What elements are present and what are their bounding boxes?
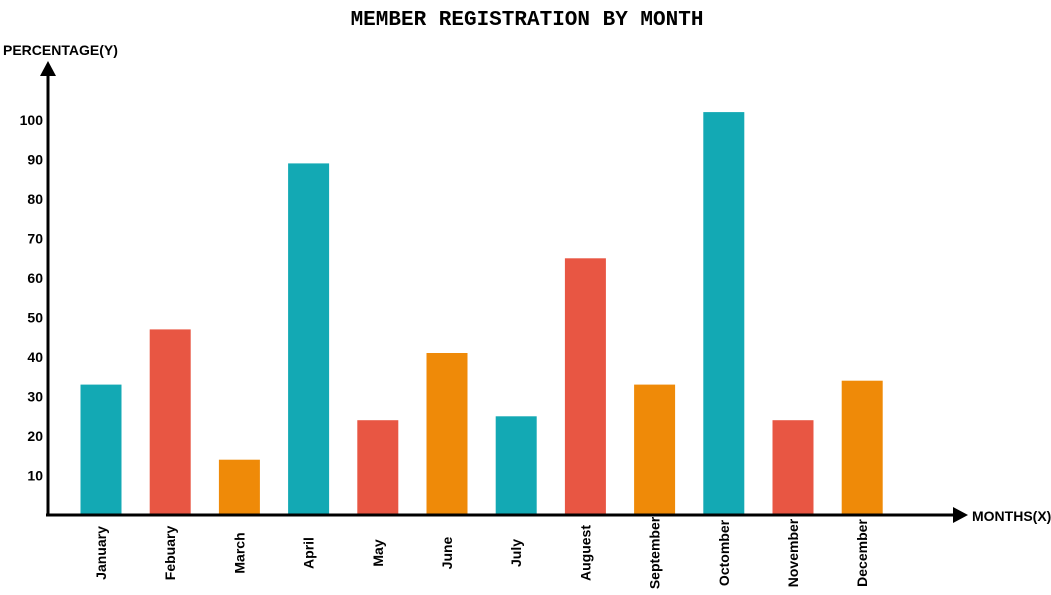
y-tick-label-50: 50 (27, 310, 43, 326)
category-label-december: December (854, 519, 870, 587)
category-label-november: November (785, 518, 801, 587)
y-tick-labels: 10 20 30 40 50 60 70 80 90 100 (20, 112, 44, 484)
bar-april (288, 163, 330, 515)
bar-january (80, 384, 122, 515)
category-label-july: July (508, 539, 524, 567)
bar-december (841, 380, 883, 515)
bar-july (495, 416, 537, 516)
y-tick-label-100: 100 (20, 112, 44, 128)
category-labels: January Febuary March April May June July Augue… (93, 516, 870, 589)
y-tick-label-40: 40 (27, 349, 43, 365)
bar-octomber (703, 112, 745, 515)
y-axis-arrow-icon (40, 61, 56, 76)
y-tick-label-30: 30 (27, 389, 43, 405)
y-tick-label-80: 80 (27, 191, 43, 207)
y-tick-label-10: 10 (27, 468, 43, 484)
category-label-march: March (231, 532, 247, 573)
y-tick-label-20: 20 (27, 428, 43, 444)
axes (40, 61, 968, 523)
category-label-febuary: Febuary (162, 526, 178, 581)
category-label-octomber: Octomber (716, 519, 732, 586)
y-tick-label-70: 70 (27, 231, 43, 247)
x-axis-arrow-icon (953, 507, 968, 523)
y-tick-label-90: 90 (27, 152, 43, 168)
category-label-may: May (370, 539, 386, 566)
bar-september (634, 384, 676, 515)
y-axis-label: PERCENTAGE(Y) (3, 42, 118, 58)
bar-may (357, 420, 399, 515)
bar-march (218, 459, 260, 515)
bar-febuary (149, 329, 191, 516)
category-label-auguest: Auguest (577, 525, 593, 581)
bars-group (80, 112, 883, 516)
bar-november (772, 420, 814, 515)
bar-june (426, 353, 468, 515)
y-tick-label-60: 60 (27, 270, 43, 286)
category-label-september: September (647, 516, 663, 589)
chart-title: MEMBER REGISTRATION BY MONTH (351, 9, 704, 32)
category-label-june: June (439, 536, 455, 569)
category-label-january: January (93, 526, 109, 580)
x-axis-label: MONTHS(X) (972, 508, 1051, 524)
bar-auguest (564, 258, 606, 516)
category-label-april: April (301, 537, 317, 569)
